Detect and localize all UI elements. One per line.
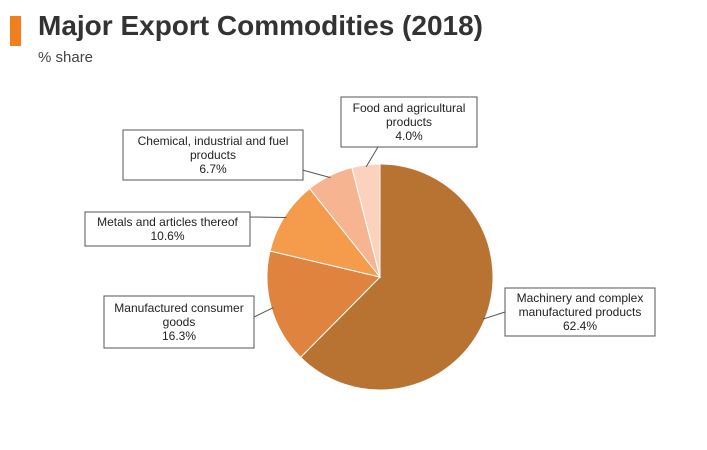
leader-line [253,307,274,318]
slice-label: Chemical, industrial and fuelproducts6.7… [122,129,304,181]
pie-slice [299,163,494,391]
slice-value-label: 10.6% [150,229,184,243]
leader-line [249,216,287,218]
pie-slice [351,163,381,278]
label-box [84,211,251,247]
slice-category-label: Metals and articles thereof [97,215,238,229]
label-box [340,96,478,148]
label-box [504,287,656,337]
pie-slice [269,187,382,278]
slice-value-label: 16.3% [162,329,196,343]
pie-slices [266,163,494,391]
slice-category-label: goods [163,315,196,329]
slice-category-label: Chemical, industrial and fuel [138,134,289,148]
slice-value-label: 4.0% [395,129,423,143]
leader-line [365,146,379,168]
slice-category-label: products [386,115,432,129]
leader-line [482,311,506,320]
chart-title: Major Export Commodities (2018) [38,10,483,41]
slice-value-label: 6.7% [199,162,227,176]
label-box [122,129,304,181]
slice-category-label: Food and agricultural [353,101,466,115]
slice-category-label: Machinery and complex [517,291,644,305]
slice-value-label: 62.4% [563,319,597,333]
slice-category-label: Manufactured consumer [114,301,243,315]
slice-category-label: products [190,148,236,162]
title-accent-bar [10,16,21,46]
chart-subtitle: % share [38,49,94,66]
label-box [103,295,255,349]
slice-category-label: manufactured products [519,305,642,319]
